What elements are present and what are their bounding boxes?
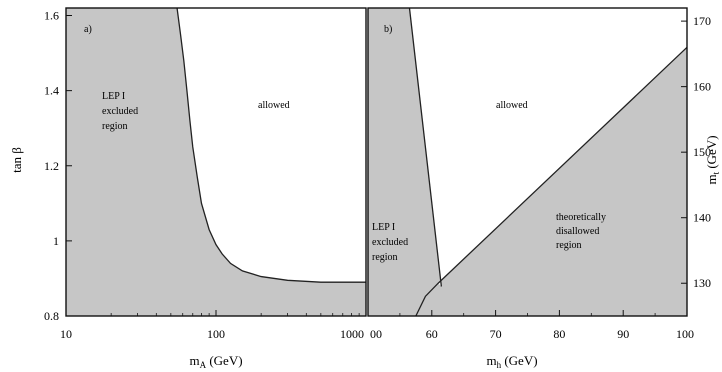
- excluded-region-label: region: [102, 121, 128, 132]
- x-tick-label: 80: [553, 327, 565, 341]
- y-tick-label: 170: [693, 14, 711, 28]
- x-tick-label: 1000: [340, 327, 364, 341]
- panel-a: 0.8 1 1.2 1.4 1.6 10 100 1000 a) LEP I excluded reg…: [9, 7, 367, 370]
- y-tick-label: 1: [53, 234, 59, 248]
- lep-excluded-region-label: excluded: [372, 237, 408, 248]
- x-tick-label: 100: [676, 327, 694, 341]
- theoretically-disallowed-region-label: disallowed: [556, 226, 599, 237]
- y-axis-title: mt (GeV): [704, 135, 721, 184]
- x-tick-label: 60: [426, 327, 438, 341]
- panel-label-a: a): [84, 24, 92, 35]
- x-tick-label: 10: [60, 327, 72, 341]
- excluded-region-label: excluded: [102, 106, 138, 117]
- y-tick-label: 130: [693, 276, 711, 290]
- panel-label-b: b): [384, 24, 392, 35]
- y-tick-label: 160: [693, 80, 711, 94]
- theoretical-bound-line: [415, 46, 688, 317]
- x-tick-label: 00: [370, 327, 382, 341]
- lep-exclusion-boundary-line: [408, 7, 443, 287]
- y-tick-label: 0.8: [44, 309, 59, 323]
- x-tick-label: 100: [207, 327, 225, 341]
- lep-excluded-region-label: region: [372, 252, 398, 263]
- allowed-region-label: allowed: [496, 100, 528, 111]
- x-tick-label: 90: [617, 327, 629, 341]
- excluded-region-label: LEP I: [102, 91, 125, 102]
- y-tick-label: 1.4: [44, 84, 59, 98]
- panel-b: 00 60 70 80 90 100 130 140 150 160 170 b) LEP I exclu…: [367, 7, 721, 370]
- allowed-region-label: allowed: [258, 100, 290, 111]
- y-tick-label: 140: [693, 211, 711, 225]
- allowed-region-fill: [409, 8, 687, 287]
- x-tick-label: 70: [490, 327, 502, 341]
- theoretically-disallowed-region-label: theoretically: [556, 212, 606, 223]
- y-axis-title: tan β: [9, 147, 24, 173]
- y-tick-label: 1.6: [44, 9, 59, 23]
- exclusion-boundary-curve: [176, 7, 366, 283]
- lep-excluded-region-label: LEP I: [372, 222, 395, 233]
- allowed-region-fill: [177, 8, 366, 283]
- x-axis-title: mh (GeV): [486, 353, 537, 370]
- x-axis-title: mA (GeV): [189, 353, 242, 370]
- y-tick-label: 150: [693, 145, 711, 159]
- y-tick-label: 1.2: [44, 159, 59, 173]
- theoretically-disallowed-region-label: region: [556, 240, 582, 251]
